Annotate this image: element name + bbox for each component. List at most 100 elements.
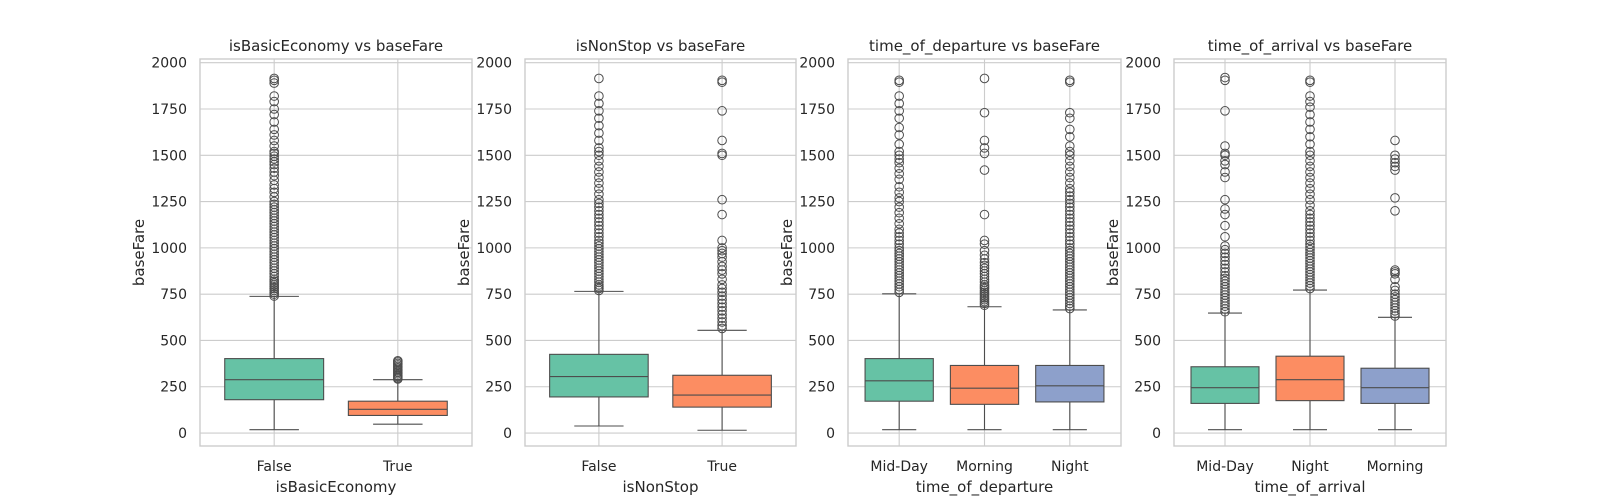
outlier-point — [894, 91, 904, 101]
outlier-point — [979, 250, 990, 261]
y-tick-label: 0 — [503, 426, 512, 442]
axes-frame — [1173, 58, 1447, 447]
iqr-box — [1275, 355, 1345, 402]
outlier-point — [894, 146, 904, 157]
outlier-point — [717, 283, 727, 294]
outlier-point — [894, 130, 904, 140]
outlier-point — [1065, 217, 1075, 227]
outlier-point — [1065, 191, 1075, 201]
outlier-point — [979, 148, 990, 159]
outlier-point — [717, 148, 727, 159]
outlier-point — [717, 317, 727, 327]
box-mid-day — [864, 75, 934, 431]
outlier-point — [717, 245, 727, 256]
outlier-point — [594, 220, 604, 231]
outlier-point — [594, 231, 604, 242]
outlier-point — [269, 151, 279, 162]
outlier-point — [269, 163, 279, 174]
outlier-point — [1065, 141, 1075, 151]
outlier-point — [1065, 228, 1075, 238]
outlier-point — [717, 320, 727, 331]
outlier-point — [594, 156, 604, 166]
axes-frame — [199, 58, 473, 447]
outlier-point — [594, 213, 604, 224]
outlier-point — [717, 194, 727, 205]
y-tick-label: 750 — [160, 287, 187, 303]
outlier-point — [717, 268, 727, 279]
outlier-point — [979, 263, 990, 274]
outlier-point — [979, 209, 990, 220]
box-true — [347, 356, 448, 425]
x-axis-title: isNonStop — [623, 478, 699, 496]
outlier-point — [894, 181, 904, 192]
outlier-point — [1390, 265, 1400, 275]
outlier-point — [269, 117, 279, 127]
outlier-point — [594, 228, 604, 238]
y-tick-label: 750 — [1134, 287, 1161, 303]
outlier-point — [1305, 96, 1315, 107]
box-morning — [949, 73, 1020, 431]
outlier-point — [1305, 117, 1315, 127]
outlier-point — [594, 178, 604, 188]
outlier-point — [594, 91, 604, 101]
outlier-point — [594, 113, 604, 124]
y-tick-label: 0 — [1152, 426, 1161, 442]
y-tick-label: 1250 — [1125, 195, 1161, 211]
outlier-point — [594, 172, 604, 183]
outlier-point — [979, 245, 990, 256]
outlier-point — [1065, 131, 1075, 142]
outlier-point — [594, 189, 604, 199]
outlier-point — [1220, 231, 1230, 242]
box-night — [1275, 75, 1345, 431]
y-tick-label: 250 — [485, 380, 512, 396]
outlier-point — [979, 165, 990, 175]
outlier-point — [979, 143, 990, 153]
outlier-point — [1220, 75, 1230, 86]
x-tick-label: False — [257, 459, 292, 475]
outlier-point — [1305, 239, 1315, 249]
outlier-point — [717, 135, 727, 146]
y-tick-label: 1250 — [799, 195, 835, 211]
outlier-point — [269, 170, 279, 181]
outlier-point — [594, 206, 604, 216]
chart-panel-3: 0 250 500 750 1000 1250 1500 1750 2000 Mid-Day Mor… — [778, 37, 1122, 497]
outlier-point — [1390, 292, 1400, 302]
y-tick-label: 1000 — [1125, 241, 1161, 257]
y-tick-label: 2000 — [799, 56, 835, 72]
outlier-point — [1305, 161, 1315, 172]
outlier-point — [717, 243, 727, 253]
outlier-point — [1390, 285, 1400, 296]
outlier-point — [594, 217, 604, 227]
outlier-point — [1390, 289, 1400, 299]
outlier-point — [979, 135, 990, 146]
outlier-point — [1305, 109, 1315, 120]
outlier-point — [717, 291, 727, 301]
outlier-point — [1305, 206, 1315, 216]
outlier-point — [269, 104, 279, 114]
iqr-box — [1360, 367, 1430, 404]
outlier-point — [594, 143, 604, 153]
outlier-point — [594, 194, 604, 205]
outlier-point — [894, 98, 904, 109]
outlier-point — [894, 243, 904, 253]
y-tick-label: 1500 — [151, 148, 187, 164]
box-false — [549, 73, 649, 427]
outlier-point — [594, 161, 604, 172]
y-tick-label: 1250 — [151, 195, 187, 211]
outlier-point — [269, 124, 279, 135]
x-tick-label: Night — [1051, 459, 1089, 475]
x-tick-label: False — [581, 459, 616, 475]
outlier-point — [717, 294, 727, 305]
outlier-point — [894, 239, 904, 249]
outlier-point — [717, 302, 727, 312]
panel-title: time_of_arrival vs baseFare — [1208, 37, 1413, 56]
outlier-point — [1305, 150, 1315, 161]
outlier-point — [1065, 235, 1075, 246]
panel-title: isNonStop vs baseFare — [576, 37, 745, 55]
outlier-point — [717, 274, 727, 285]
box-night — [1035, 75, 1105, 431]
outlier-point — [594, 235, 604, 246]
iqr-box — [672, 374, 772, 408]
outlier-point — [1305, 209, 1315, 220]
outlier-point — [979, 239, 990, 249]
